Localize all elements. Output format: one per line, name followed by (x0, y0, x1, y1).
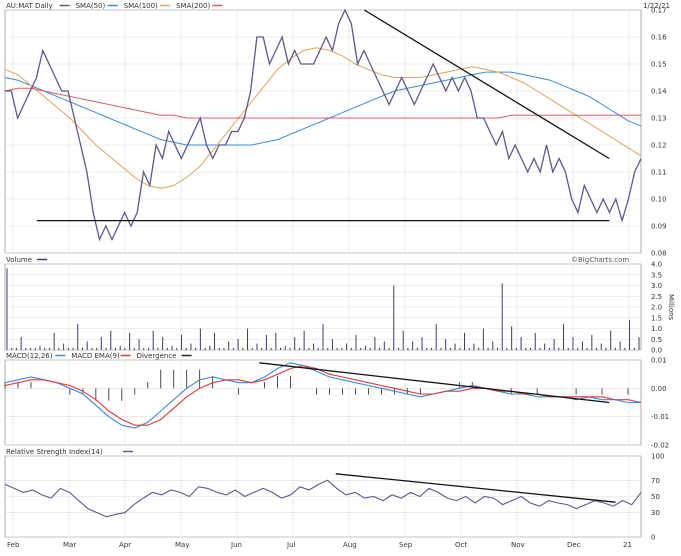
x-tick-label: Aug (343, 541, 357, 549)
trendline-price-1 (364, 9, 610, 160)
volume-y-tick: 3.5 (651, 271, 662, 279)
sma-line-1 (4, 47, 642, 189)
price-y-tick: 0.15 (651, 61, 667, 69)
panel-frame-price (4, 9, 642, 254)
volume-y-tick: 0.0 (651, 347, 662, 355)
volume-title: Volume (6, 256, 32, 264)
legend-label: SMA(200) (176, 2, 210, 10)
x-tick-label: May (175, 541, 189, 549)
x-tick-label: Oct (455, 541, 467, 549)
x-tick-label: Mar (63, 541, 76, 549)
volume-y-tick: 2.0 (651, 304, 662, 312)
macd-y-tick: 0.01 (651, 357, 667, 365)
price-y-tick: 0.10 (651, 196, 667, 204)
macd-y-tick: -0.02 (651, 442, 669, 450)
x-tick-label: Dec (567, 541, 581, 549)
rsi-y-tick: 70 (651, 477, 660, 485)
legend-label: AU:MAT Daily (6, 2, 53, 10)
date-label: 1/22/21 (643, 2, 670, 10)
volume-y-tick: 4.0 (651, 261, 662, 269)
rsi-title: Relative Strength Index(14) (6, 448, 103, 456)
legend-label: Divergence (137, 352, 177, 360)
volume-ylabel: Millions (667, 294, 675, 321)
rsi-y-tick: 30 (651, 509, 660, 517)
rsi-y-tick: 50 (651, 493, 660, 501)
rsi-line (4, 479, 642, 518)
panel-frame-macd (4, 359, 642, 446)
price-y-tick: 0.11 (651, 169, 667, 177)
trendline-rsi-0 (335, 473, 616, 503)
price-line (5, 8, 642, 242)
rsi-y-tick: 0 (651, 534, 655, 542)
volume-y-tick: 1.5 (651, 314, 662, 322)
price-y-tick: 0.09 (651, 223, 667, 231)
legend-label: SMA(50) (76, 2, 106, 10)
x-tick-label: 21 (623, 541, 632, 549)
legend-label: MACD(12,26) (6, 352, 53, 360)
legend-label: SMA(100) (124, 2, 158, 10)
watermark: ©BigCharts.com (571, 256, 629, 264)
x-tick-label: Nov (511, 541, 525, 549)
x-tick-label: Jul (286, 541, 296, 549)
volume-y-tick: 2.5 (651, 293, 662, 301)
macd-line-0 (4, 362, 641, 429)
price-y-tick: 0.13 (651, 115, 667, 123)
x-tick-label: Feb (7, 541, 20, 549)
price-y-tick: 0.12 (651, 142, 667, 150)
price-y-tick: 0.16 (651, 34, 667, 42)
macd-y-tick: -0.01 (651, 413, 669, 421)
trendline-macd-0 (259, 362, 610, 404)
volume-y-tick: 3.0 (651, 282, 662, 290)
x-tick-label: Sep (399, 541, 413, 549)
macd-y-tick: 0.00 (651, 385, 667, 393)
price-y-tick: 0.17 (651, 7, 667, 15)
legend-label: MACD EMA(9) (71, 352, 120, 360)
rsi-y-tick: 100 (651, 453, 664, 461)
sma-line-0 (4, 71, 642, 146)
sma-line-2 (4, 87, 641, 119)
volume-y-tick: 1.0 (651, 325, 662, 333)
price-y-tick: 0.14 (651, 88, 667, 96)
volume-y-tick: 0.5 (651, 336, 662, 344)
x-tick-label: Jun (230, 541, 242, 549)
x-tick-label: Apr (119, 541, 131, 549)
price-y-tick: 0.08 (651, 250, 667, 258)
